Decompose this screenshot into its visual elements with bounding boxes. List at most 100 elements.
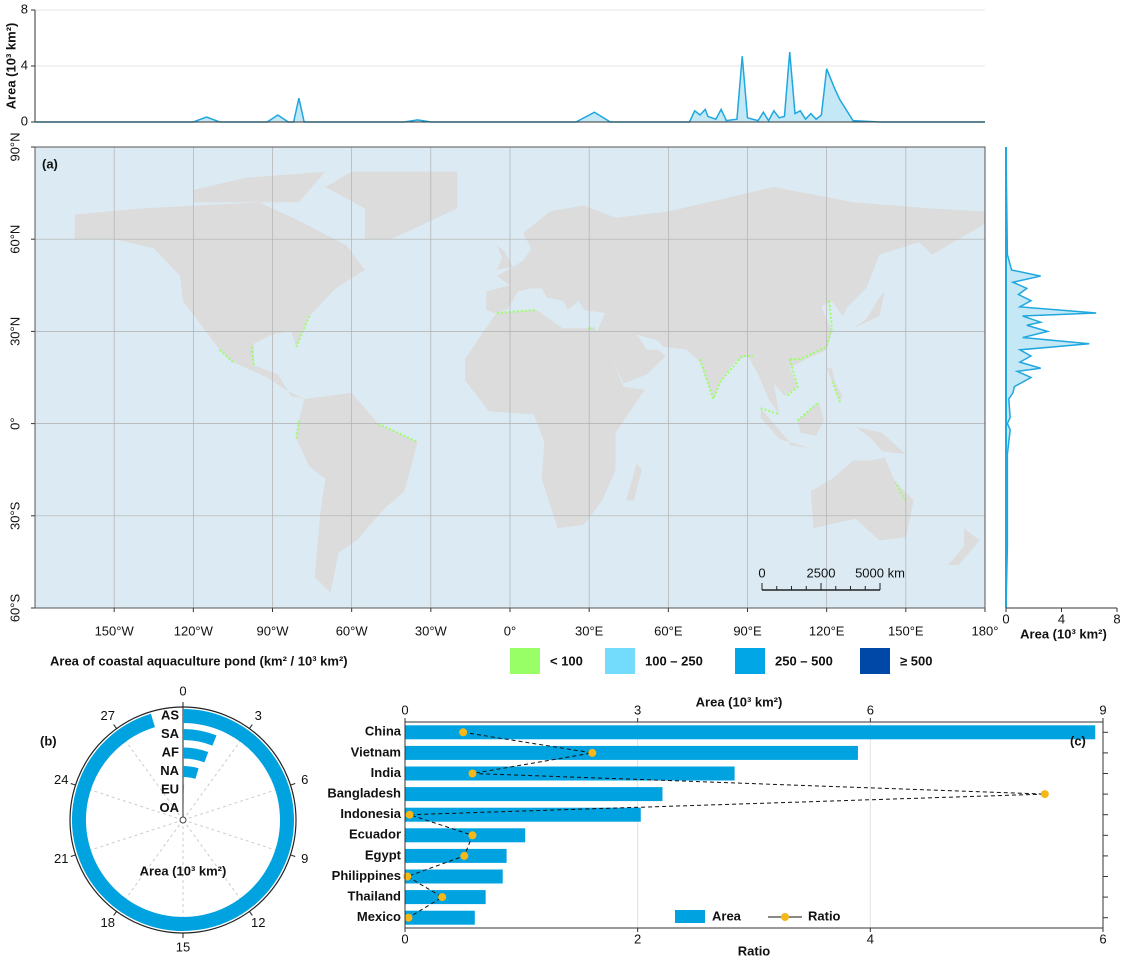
- area-fill: [35, 52, 985, 122]
- legend-dot: [781, 913, 789, 921]
- angle-tick-label: 21: [54, 851, 68, 866]
- y-tick-label: 60°S: [7, 594, 22, 623]
- scale-label: 5000 km: [855, 565, 905, 580]
- category-label: Ecuador: [349, 827, 401, 842]
- bar: [405, 849, 507, 863]
- panel-label: (a): [42, 156, 58, 171]
- top-tick-label: 6: [867, 702, 874, 717]
- ratio-point: [406, 811, 414, 819]
- ratio-point: [1041, 790, 1049, 798]
- ratio-point: [459, 728, 467, 736]
- category-label: India: [371, 765, 402, 780]
- bar: [405, 767, 735, 781]
- category-label: Mexico: [357, 909, 401, 924]
- y-tick-label: 4: [21, 57, 28, 72]
- angle-tick-label: 24: [54, 772, 68, 787]
- x-tick-label: 0°: [504, 623, 516, 638]
- bottom-tick-label: 0: [401, 931, 408, 946]
- legend-label: Ratio: [808, 908, 841, 923]
- x-tick-label: 90°W: [257, 623, 290, 638]
- category-label: NA: [160, 763, 179, 778]
- bottom-axis-label: Ratio: [738, 943, 771, 958]
- legend-swatch: [860, 648, 890, 674]
- legend-label: < 100: [550, 653, 583, 668]
- top-tick-label: 3: [634, 702, 641, 717]
- r-tick: [71, 784, 76, 786]
- x-tick-label: 150°W: [95, 623, 135, 638]
- category-label: OA: [160, 800, 180, 815]
- legend-swatch: [510, 648, 540, 674]
- r-tick: [71, 855, 76, 857]
- category-label: AS: [161, 707, 179, 722]
- grid-spoke: [183, 820, 290, 855]
- angle-tick-label: 18: [101, 915, 115, 930]
- category-label: Egypt: [365, 847, 402, 862]
- category-label: EU: [161, 781, 179, 796]
- category-label: Indonesia: [340, 806, 401, 821]
- category-label: Thailand: [348, 889, 402, 904]
- bottom-tick-label: 4: [867, 931, 874, 946]
- category-label: AF: [162, 744, 179, 759]
- grid-spoke: [183, 785, 290, 820]
- area-fill: [1006, 147, 1096, 608]
- y-tick-label: 0: [21, 113, 28, 128]
- r-tick: [290, 784, 295, 786]
- map: [35, 147, 985, 608]
- top-axis-label: Area (10³ km²): [696, 694, 783, 709]
- angle-tick-label: 3: [255, 708, 262, 723]
- r-tick: [114, 725, 117, 729]
- panel-label: (c): [1070, 733, 1086, 748]
- x-tick-label: 120°E: [809, 623, 845, 638]
- radial-bar: [183, 772, 197, 774]
- scale-label: 2500: [807, 565, 836, 580]
- x-tick-label: 4: [1058, 611, 1065, 626]
- x-tick-label: 60°E: [654, 623, 683, 638]
- x-tick-label: 30°W: [415, 623, 448, 638]
- legend-swatch: [735, 648, 765, 674]
- bar: [405, 787, 662, 801]
- y-tick-label: 0°: [7, 417, 22, 429]
- bar: [405, 828, 525, 842]
- legend-label: ≥ 500: [900, 653, 932, 668]
- center: [180, 817, 186, 823]
- top-tick-label: 0: [401, 702, 408, 717]
- ratio-line: [407, 732, 1045, 917]
- ratio-point: [460, 852, 468, 860]
- ratio-point: [468, 831, 476, 839]
- category-label: China: [365, 724, 402, 739]
- angle-tick-label: 9: [301, 851, 308, 866]
- x-tick-label: 120°W: [174, 623, 214, 638]
- r-tick: [290, 855, 295, 857]
- angle-tick-label: 12: [251, 915, 265, 930]
- ratio-point: [404, 914, 412, 922]
- x-tick-label: 30°E: [575, 623, 604, 638]
- x-tick-label: 60°W: [336, 623, 369, 638]
- x-axis-label: Area (10³ km²): [1020, 626, 1107, 641]
- category-label: SA: [161, 726, 180, 741]
- x-tick-label: 0: [1002, 611, 1009, 626]
- y-tick-label: 30°S: [7, 501, 22, 530]
- radial-bar: [183, 735, 214, 741]
- x-tick-label: 150°E: [888, 623, 924, 638]
- bottom-tick-label: 2: [634, 931, 641, 946]
- axis-label: Area (10³ km²): [140, 863, 227, 878]
- legend-label: 250 – 500: [775, 653, 833, 668]
- bar: [405, 808, 641, 822]
- category-label: Philippines: [332, 868, 401, 883]
- x-tick-label: 90°E: [733, 623, 762, 638]
- panel-label: (b): [40, 733, 57, 748]
- ratio-point: [468, 770, 476, 778]
- legend-swatch: [675, 910, 705, 923]
- bottom-tick-label: 6: [1099, 931, 1106, 946]
- y-axis-label: Area (10³ km²): [3, 23, 18, 110]
- angle-tick-label: 27: [101, 708, 115, 723]
- top-tick-label: 9: [1099, 702, 1106, 717]
- legend-swatch: [605, 648, 635, 674]
- angle-tick-label: 0: [179, 683, 186, 698]
- x-tick-label: 180°: [972, 623, 999, 638]
- ratio-point: [588, 749, 596, 757]
- y-tick-label: 60°N: [7, 225, 22, 254]
- category-label: Bangladesh: [327, 786, 401, 801]
- bar: [405, 725, 1095, 739]
